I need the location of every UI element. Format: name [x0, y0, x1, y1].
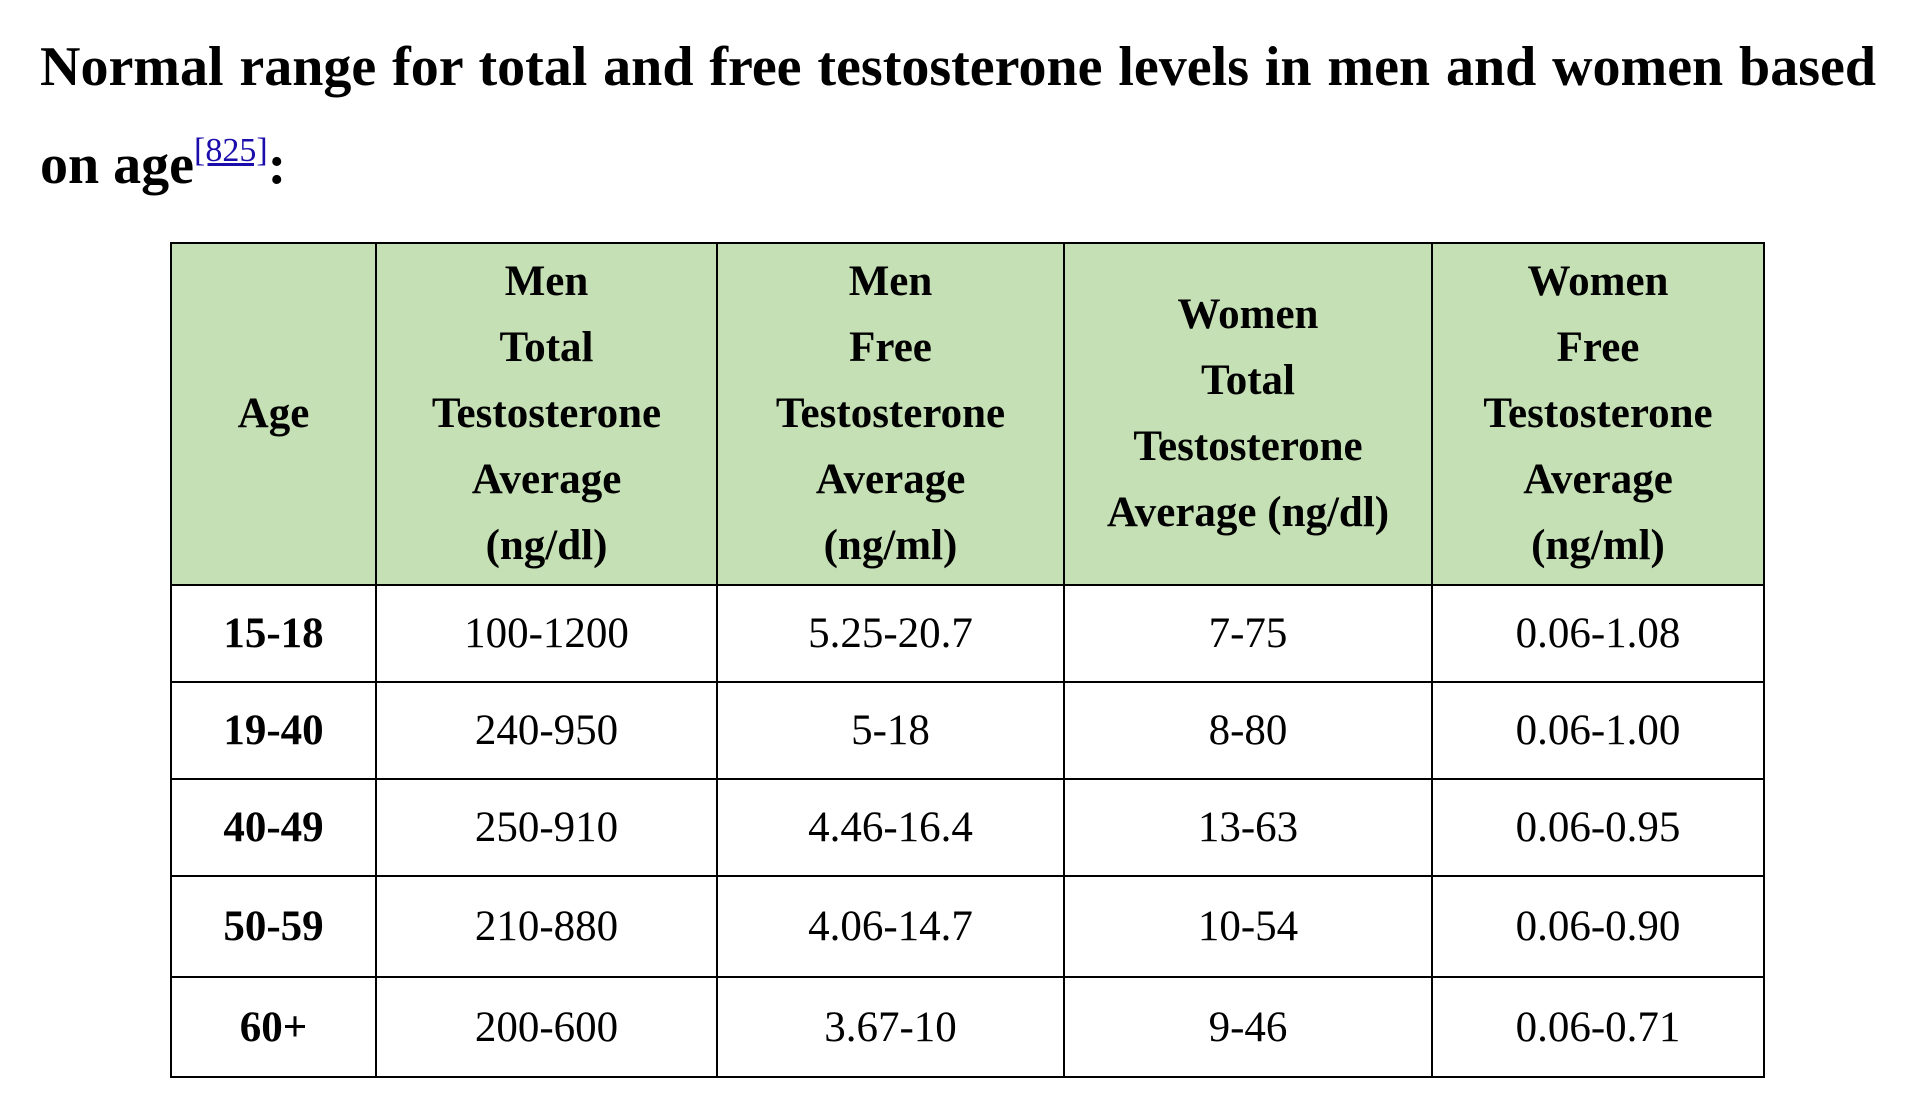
page-title: Normal range for total and free testoste… — [40, 18, 1876, 214]
header-line: (ng/dl) — [485, 522, 608, 569]
cell-men-free: 5.25-20.7 — [716, 584, 1065, 683]
header-line: Free — [849, 324, 932, 371]
cell-women-free: 0.06-0.95 — [1431, 778, 1765, 877]
header-line: (ng/ml) — [1531, 522, 1665, 569]
table-row: 60+ 200-600 3.67-10 9-46 0.06-0.71 — [170, 976, 1765, 1078]
header-line: Average — [1523, 456, 1673, 503]
header-line: Men — [848, 258, 933, 305]
header-line: Average (ng/dl) — [1106, 489, 1390, 536]
cell-men-total: 200-600 — [375, 976, 718, 1078]
header-line: Age — [237, 390, 310, 437]
header-line: (ng/ml) — [823, 522, 958, 569]
cell-women-total: 13-63 — [1063, 778, 1433, 877]
header-line: Women — [1527, 258, 1669, 305]
cell-men-total: 100-1200 — [375, 584, 718, 683]
header-women-free: Women Free Testosterone Average (ng/ml) — [1431, 242, 1765, 586]
header-line: Average — [471, 456, 622, 503]
table-row: 50-59 210-880 4.06-14.7 10-54 0.06-0.90 — [170, 875, 1765, 978]
header-line: Testosterone — [1133, 423, 1363, 470]
cell-men-free: 3.67-10 — [716, 976, 1065, 1078]
citation-link[interactable]: [825] — [194, 132, 268, 169]
cell-age: 40-49 — [170, 778, 377, 877]
header-line: Women — [1177, 291, 1319, 338]
cell-men-total: 250-910 — [375, 778, 718, 877]
header-line: Average — [815, 456, 966, 503]
header-line: Testosterone — [775, 390, 1006, 437]
cell-women-total: 7-75 — [1063, 584, 1433, 683]
cell-women-free: 0.06-0.71 — [1431, 976, 1765, 1078]
header-men-free: Men Free Testosterone Average (ng/ml) — [716, 242, 1065, 586]
header-line: Total — [499, 324, 594, 371]
cell-women-free: 0.06-0.90 — [1431, 875, 1765, 978]
title-colon: : — [267, 134, 287, 196]
header-line: Free — [1556, 324, 1640, 371]
header-age: Age — [170, 242, 377, 586]
cell-age: 15-18 — [170, 584, 377, 683]
cell-women-total: 10-54 — [1063, 875, 1433, 978]
table-row: 15-18 100-1200 5.25-20.7 7-75 0.06-1.08 — [170, 584, 1765, 683]
cell-age: 50-59 — [170, 875, 377, 978]
cell-women-free: 0.06-1.00 — [1431, 681, 1765, 780]
cell-women-total: 8-80 — [1063, 681, 1433, 780]
table-row: 40-49 250-910 4.46-16.4 13-63 0.06-0.95 — [170, 778, 1765, 877]
cell-men-total: 210-880 — [375, 875, 718, 978]
cell-men-free: 4.46-16.4 — [716, 778, 1065, 877]
header-women-total: Women Total Testosterone Average (ng/dl) — [1063, 242, 1433, 586]
cell-men-free: 5-18 — [716, 681, 1065, 780]
cell-men-total: 240-950 — [375, 681, 718, 780]
header-line: Men — [504, 258, 589, 305]
header-men-total: Men Total Testosterone Average (ng/dl) — [375, 242, 718, 586]
cell-women-free: 0.06-1.08 — [1431, 584, 1765, 683]
header-line: Total — [1201, 357, 1295, 404]
testosterone-table: Age Men Total Testosterone Average (ng/d… — [170, 242, 1765, 1078]
table-row: 19-40 240-950 5-18 8-80 0.06-1.00 — [170, 681, 1765, 780]
cell-age: 60+ — [170, 976, 377, 1078]
header-row: Age Men Total Testosterone Average (ng/d… — [170, 242, 1765, 586]
cell-age: 19-40 — [170, 681, 377, 780]
cell-women-total: 9-46 — [1063, 976, 1433, 1078]
header-line: Testosterone — [1483, 390, 1713, 437]
cell-men-free: 4.06-14.7 — [716, 875, 1065, 978]
title-text: Normal range for total and free testoste… — [40, 36, 1876, 196]
header-line: Testosterone — [431, 390, 662, 437]
